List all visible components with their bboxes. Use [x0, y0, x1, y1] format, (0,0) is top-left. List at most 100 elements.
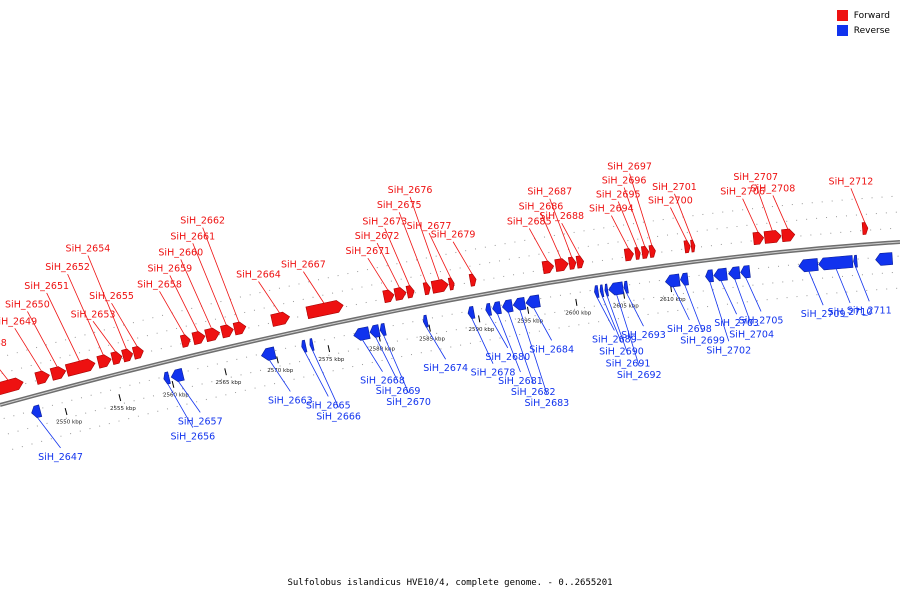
gene-label-sih-2673: SiH_2673: [362, 216, 407, 227]
gene-leader-line: [452, 241, 473, 275]
gene-label-sih-2682: SiH_2682: [511, 387, 556, 398]
gene-leader-line: [507, 312, 534, 384]
gene-label-sih-2674: SiH_2674: [423, 363, 468, 374]
gene-label-sih-2700: SiH_2700: [648, 195, 693, 206]
gene-arrow-sih-2678: [467, 305, 476, 320]
gene-label-sih-2686: SiH_2686: [519, 201, 564, 212]
gene-arrow-sih-2690: [599, 284, 605, 298]
gene-label-sih-2699: SiH_2699: [680, 335, 725, 346]
gene-label-sih-2683: SiH_2683: [524, 398, 569, 409]
gene-arrow-sih-2673: [405, 285, 415, 299]
legend-swatch-forward: [836, 10, 848, 21]
gene-leader-line: [670, 207, 688, 241]
gene-arrow-sih-2695: [634, 246, 641, 260]
gene-leader-line: [46, 292, 80, 362]
gene-arrow-sih-2696: [640, 245, 650, 259]
gene-leader-line: [606, 295, 629, 355]
gene-label-sih-2692: SiH_2692: [617, 370, 662, 381]
scale-label: 2555 kbp: [110, 406, 136, 412]
gene-leader-line: [742, 198, 759, 233]
gene-label-sih-2695: SiH_2695: [596, 189, 641, 200]
gene-label-sih-2676: SiH_2676: [388, 185, 433, 196]
gene-arrow-sih-2677: [447, 277, 455, 291]
gene-leader-line: [835, 268, 851, 304]
strand-legend: Forward Reverse: [836, 8, 890, 38]
scale-label: 2590 kbp: [468, 327, 494, 333]
gene-label-sih-2687: SiH_2687: [527, 187, 572, 198]
gene-label-sih-2653: SiH_2653: [71, 309, 116, 320]
gene-leader-line: [672, 286, 690, 321]
scale-tick: [64, 408, 68, 416]
gene-arrow-sih-2658: [179, 334, 191, 348]
gene-leader-line: [376, 242, 400, 288]
gene-arrow-sih-2703: [713, 267, 728, 282]
gene-leader-line: [720, 280, 737, 315]
legend-item-reverse: Reverse: [836, 23, 890, 38]
scale-tick: [575, 298, 578, 306]
gene-label-sih-2710: SiH_2710: [828, 307, 873, 318]
scale-label: 2550 kbp: [56, 420, 82, 426]
gene-leader-line: [192, 243, 227, 326]
scale-label: 2610 kbp: [660, 297, 686, 303]
frame-guide-5: [0, 195, 898, 358]
gene-leader-line: [375, 337, 399, 382]
gene-leader-line: [734, 278, 753, 326]
gene-arrow-sih-2665: [301, 339, 308, 353]
scale-label: 2580 kbp: [369, 346, 395, 352]
gene-leader-line: [745, 277, 762, 312]
gene-arrow-sih-2709: [798, 258, 819, 273]
gene-leader-line: [629, 173, 653, 246]
gene-label-sih-2655: SiH_2655: [89, 291, 134, 302]
gene-leader-line: [471, 318, 494, 364]
gene-leader-line: [755, 184, 773, 231]
gene-arrow-sih-2689: [594, 285, 600, 299]
gene-arrow-sih-2648: [0, 377, 24, 395]
gene-label-sih-2664: SiH_2664: [236, 270, 281, 281]
gene-leader-line: [602, 296, 622, 343]
gene-arrow-sih-2691: [604, 283, 609, 297]
gene-arrow-sih-2694: [623, 248, 634, 262]
gene-arrow-sih-2675: [422, 282, 431, 296]
gene-arrow-sih-2668: [353, 326, 371, 341]
gene-leader-line: [111, 302, 138, 347]
gene-label-sih-2668: SiH_2668: [360, 376, 405, 387]
gene-label-sih-2652: SiH_2652: [45, 262, 90, 273]
gene-leader-line: [684, 285, 703, 332]
gene-label-sih-2666: SiH_2666: [316, 411, 361, 422]
gene-label-sih-2685: SiH_2685: [507, 216, 552, 227]
gene-arrow-sih-2687: [567, 256, 577, 270]
gene-arrow-sih-2649: [34, 370, 50, 385]
gene-label-sih-2658: SiH_2658: [137, 279, 182, 290]
gene-arrow-sih-2682: [502, 299, 514, 313]
gene-arrow-sih-2688: [575, 255, 585, 269]
gene-label-sih-2689: SiH_2689: [592, 334, 637, 345]
gene-leader-line: [519, 310, 548, 395]
gene-label-sih-2656: SiH_2656: [170, 432, 215, 443]
gene-label-sih-2704: SiH_2704: [729, 330, 774, 341]
gene-arrow-sih-2692: [608, 281, 625, 296]
gene-arrow-sih-2705: [740, 265, 751, 279]
gene-arrow-sih-2680: [485, 302, 493, 316]
gene-arrow-sih-2676: [430, 279, 449, 294]
gene-arrow-sih-2683: [512, 296, 527, 311]
gene-label-sih-2659: SiH_2659: [147, 263, 192, 274]
gene-leader-line: [409, 196, 440, 281]
gene-arrow-sih-2708: [781, 228, 796, 243]
gene-leader-line: [596, 297, 615, 331]
gene-leader-line: [533, 307, 553, 341]
gene-leader-line: [549, 198, 573, 258]
gene-leader-line: [383, 335, 409, 394]
genome-backbone-highlight: [0, 241, 900, 406]
gene-label-sih-2709: SiH_2709: [801, 309, 846, 320]
gene-arrow-sih-2662: [232, 321, 247, 336]
gene-label-sih-2672: SiH_2672: [355, 231, 400, 242]
frame-guide-4: [0, 211, 899, 375]
gene-leader-line: [169, 275, 199, 332]
gene-leader-line: [258, 281, 280, 314]
gene-label-sih-2708: SiH_2708: [751, 183, 796, 194]
gene-arrow-sih-2669: [369, 324, 381, 338]
gene-leader-line: [850, 188, 866, 223]
gene-label-sih-2679: SiH_2679: [431, 230, 476, 241]
gene-label-sih-2649: SiH_2649: [0, 316, 37, 327]
gene-arrow-sih-2706: [752, 231, 765, 246]
